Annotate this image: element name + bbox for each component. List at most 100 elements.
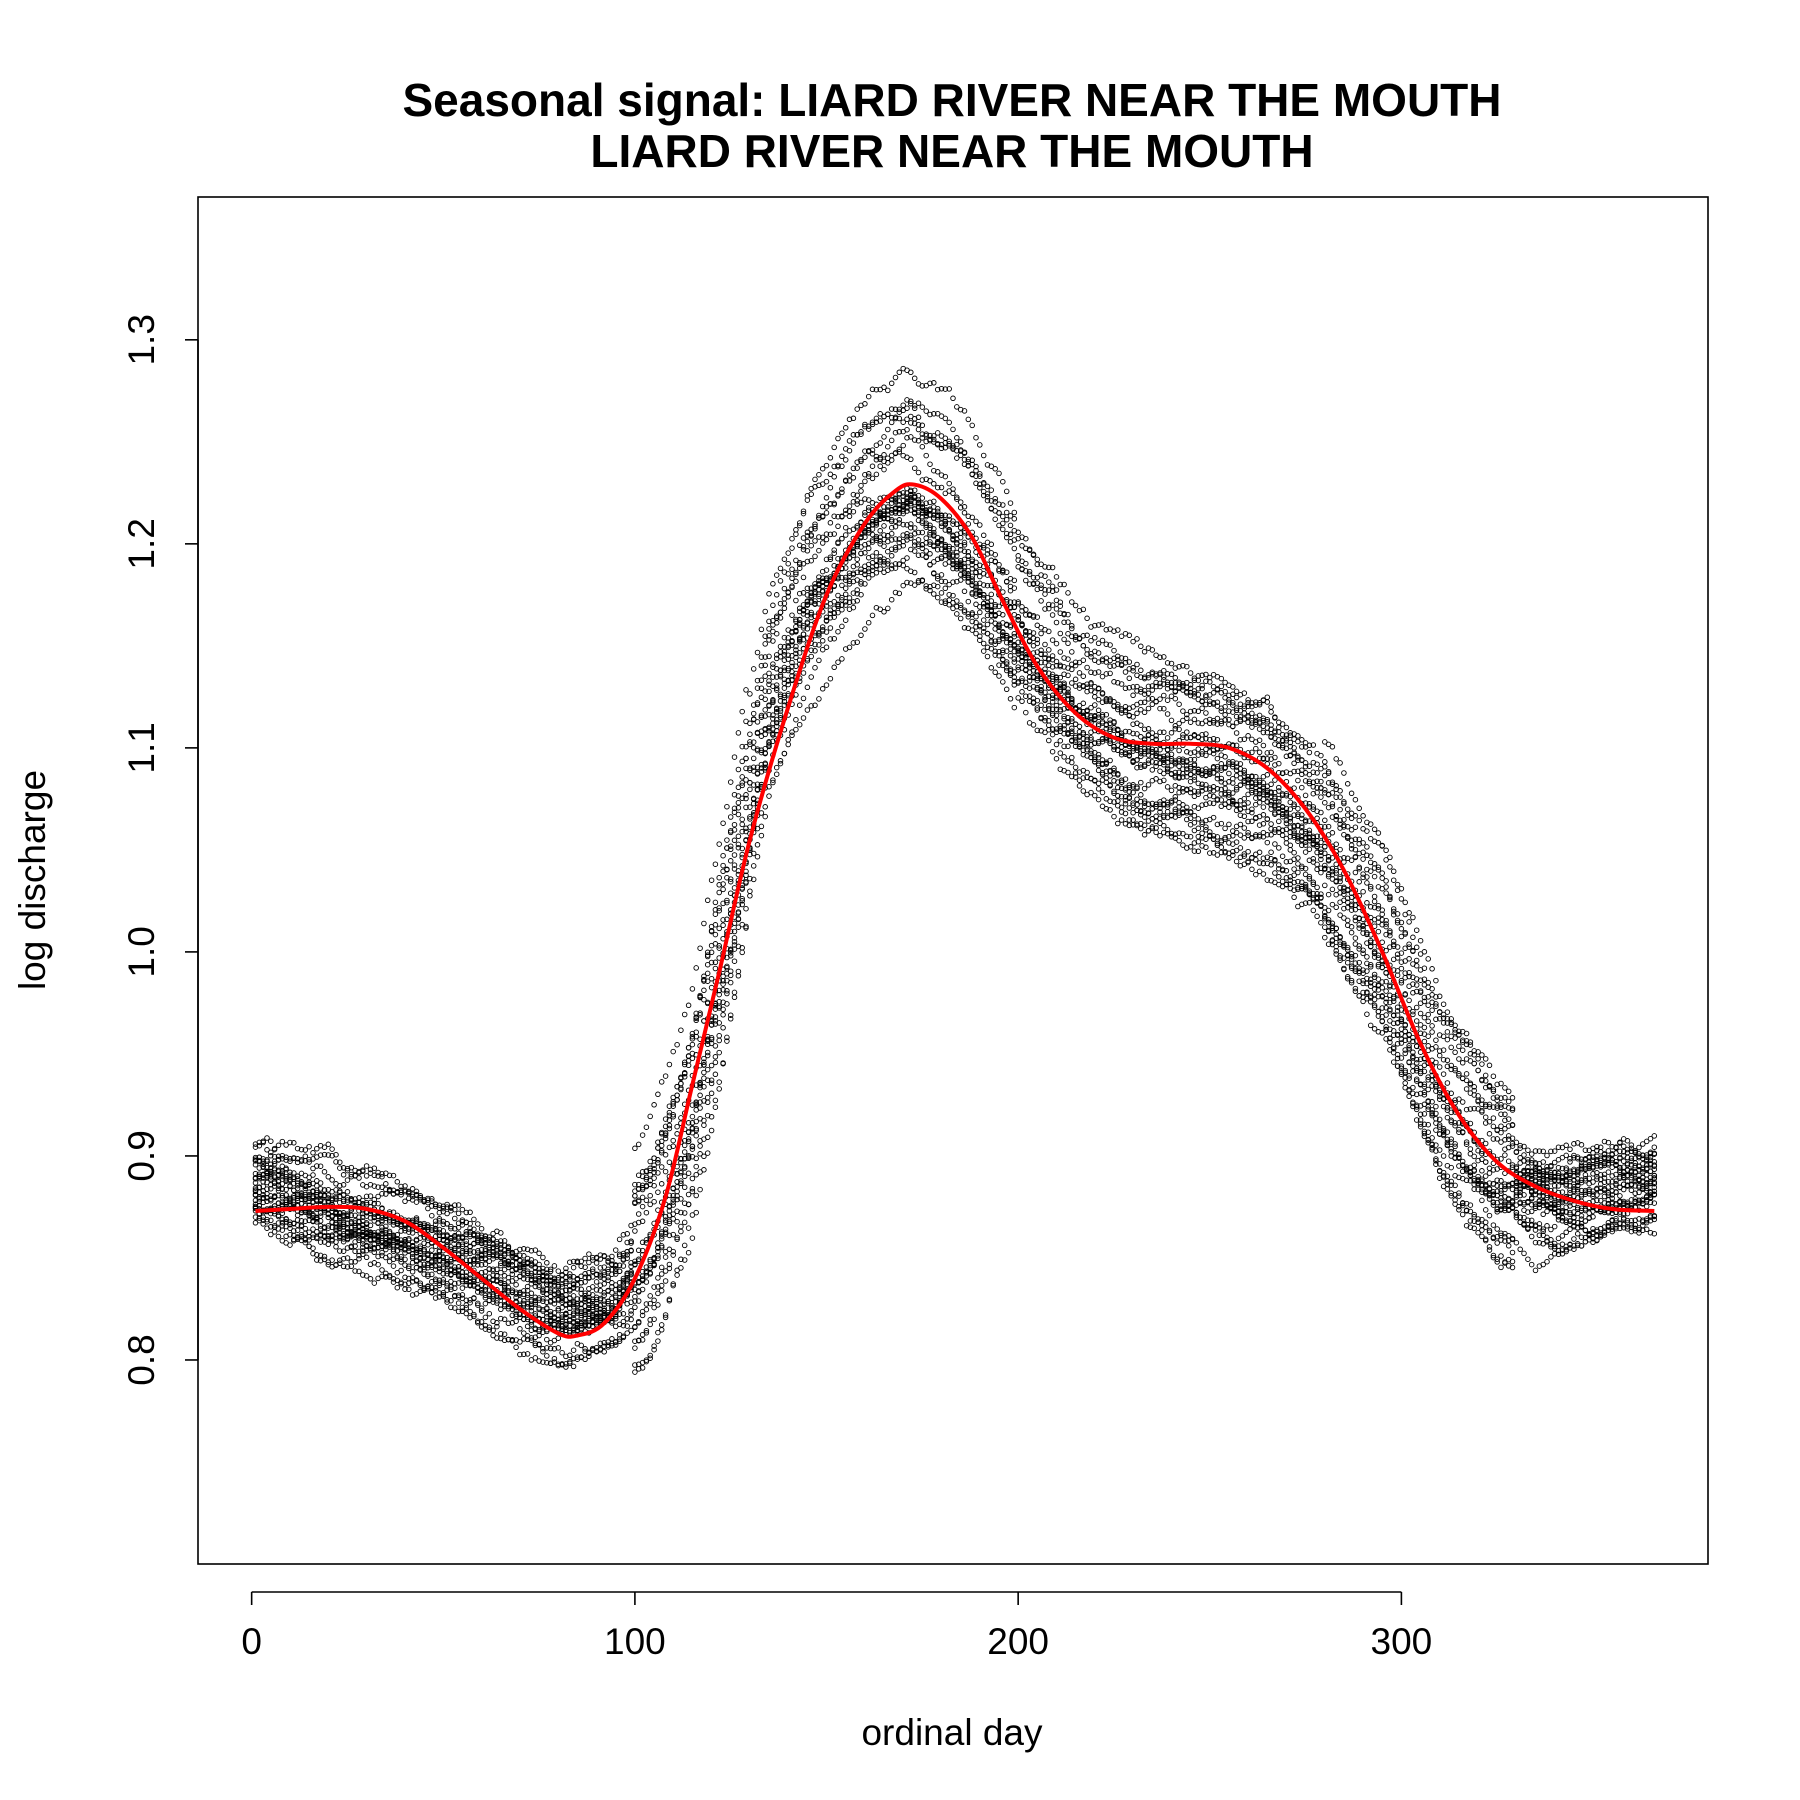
data-point (1233, 786, 1240, 793)
data-point (888, 565, 895, 572)
data-point (1567, 1209, 1573, 1216)
data-point (1130, 730, 1136, 737)
data-point (1210, 814, 1217, 821)
data-point (1448, 1182, 1454, 1188)
data-point (1007, 646, 1014, 652)
data-point (1348, 929, 1355, 936)
data-point (1049, 653, 1056, 659)
data-point (363, 1163, 370, 1169)
data-point (804, 538, 811, 545)
data-point (589, 1268, 596, 1275)
data-point (1049, 637, 1056, 643)
data-point (1367, 999, 1374, 1005)
data-point (1107, 728, 1113, 735)
data-point (1138, 722, 1144, 728)
data-point (1452, 1120, 1458, 1126)
data-point (697, 1092, 703, 1099)
data-point (444, 1210, 450, 1217)
data-point (1417, 1010, 1424, 1017)
data-point (689, 1113, 696, 1120)
data-point (1214, 736, 1221, 743)
data-point (988, 487, 995, 493)
data-point (321, 1169, 328, 1175)
data-point (934, 594, 941, 601)
data-point (1138, 667, 1144, 674)
data-point (1184, 735, 1190, 741)
data-point (965, 614, 972, 620)
data-point (1264, 772, 1271, 778)
data-point (340, 1232, 347, 1239)
data-point (1164, 755, 1171, 762)
data-point (1195, 766, 1202, 773)
data-point (1337, 875, 1343, 882)
data-point (1448, 1146, 1454, 1152)
data-point (1375, 952, 1382, 959)
data-point (727, 858, 734, 864)
data-point (793, 616, 799, 623)
data-point (670, 1192, 676, 1199)
data-point (877, 495, 883, 502)
data-point (919, 495, 926, 501)
data-point (360, 1225, 366, 1232)
data-point (494, 1320, 500, 1326)
data-point (367, 1276, 374, 1282)
data-point (647, 1177, 653, 1184)
data-point (1019, 608, 1025, 614)
data-point (1314, 849, 1320, 856)
data-point (697, 1084, 703, 1091)
data-point (1375, 902, 1382, 909)
data-point (1364, 900, 1370, 906)
data-point (1413, 1004, 1420, 1011)
data-point (1444, 1114, 1451, 1121)
data-point (846, 513, 853, 520)
chart-title: Seasonal signal: LIARD RIVER NEAR THE MO… (402, 74, 1501, 126)
data-point (1394, 1008, 1401, 1014)
data-point (658, 1264, 665, 1271)
data-point (931, 498, 937, 505)
data-point (831, 562, 837, 569)
data-point (1130, 721, 1136, 727)
data-point (704, 1094, 711, 1101)
data-point (1218, 844, 1225, 850)
data-point (1092, 716, 1098, 723)
data-point (923, 583, 929, 589)
data-point (1084, 664, 1090, 671)
data-point (371, 1165, 378, 1171)
data-point (597, 1297, 604, 1303)
data-point (1571, 1236, 1577, 1242)
data-point (1122, 728, 1129, 735)
data-point (823, 614, 830, 621)
data-point (957, 534, 964, 541)
data-point (781, 664, 788, 671)
data-point (1015, 617, 1021, 623)
data-point (1364, 880, 1370, 886)
data-point (532, 1342, 539, 1349)
data-point (593, 1296, 600, 1303)
data-point (1230, 848, 1236, 855)
data-point (1241, 853, 1248, 859)
data-point (977, 609, 983, 616)
data-point (885, 443, 891, 450)
data-point (455, 1264, 462, 1270)
data-point (1026, 638, 1033, 645)
data-point (501, 1273, 508, 1279)
data-point (685, 1170, 692, 1176)
data-point (1337, 955, 1343, 961)
data-point (1605, 1169, 1612, 1175)
data-point (386, 1172, 393, 1179)
data-point (992, 652, 998, 658)
data-point (1199, 705, 1205, 711)
data-point (1276, 769, 1282, 776)
data-point (1651, 1230, 1658, 1237)
data-point (651, 1304, 657, 1311)
data-point (873, 570, 880, 576)
data-point (1276, 874, 1282, 880)
data-point (777, 673, 784, 680)
data-point (1241, 795, 1248, 802)
data-point (482, 1314, 489, 1321)
data-point (1095, 767, 1102, 774)
data-point (298, 1231, 305, 1238)
data-point (693, 1099, 699, 1105)
chart-subtitle: LIARD RIVER NEAR THE MOUTH (590, 125, 1313, 177)
data-point (831, 547, 837, 553)
